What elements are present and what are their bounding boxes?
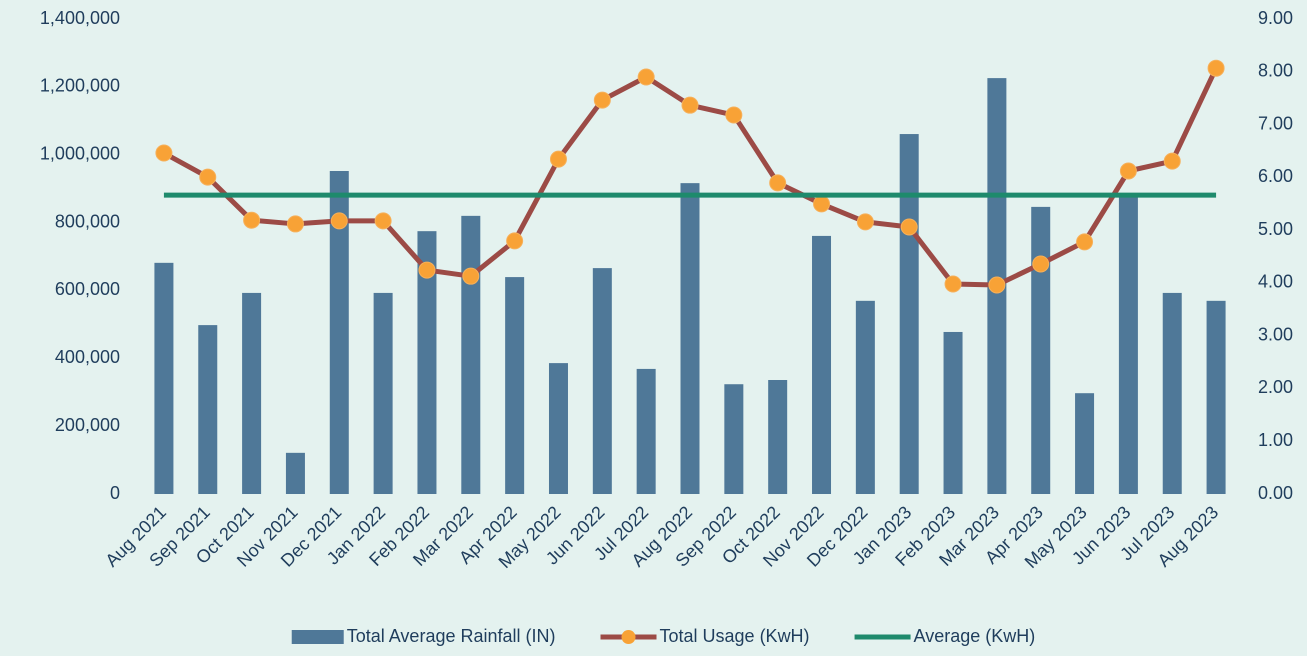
bar: [636, 368, 656, 494]
y2-tick-label: 9.00: [1258, 8, 1293, 28]
y-tick-label: 200,000: [55, 415, 120, 435]
marker: [243, 211, 261, 229]
marker: [286, 215, 304, 233]
bar: [548, 363, 568, 494]
marker: [1119, 162, 1137, 180]
bar: [154, 262, 174, 494]
bar: [329, 171, 349, 494]
y2-tick-label: 1.00: [1258, 430, 1293, 450]
marker: [1163, 152, 1181, 170]
bar: [592, 268, 612, 494]
legend-item: Average (KwH): [854, 626, 1036, 646]
bar: [505, 277, 525, 494]
bar: [198, 325, 218, 494]
bar: [724, 384, 744, 494]
bar: [285, 452, 305, 494]
y-tick-label: 1,000,000: [40, 143, 120, 163]
legend-item: Total Average Rainfall (IN): [291, 626, 556, 646]
legend-label: Total Usage (KwH): [660, 626, 810, 646]
marker: [155, 144, 173, 162]
marker: [944, 275, 962, 293]
marker: [199, 168, 217, 186]
y2-tick-label: 2.00: [1258, 377, 1293, 397]
marker: [769, 174, 787, 192]
marker: [681, 96, 699, 114]
y2-tick-label: 7.00: [1258, 113, 1293, 133]
marker: [1076, 233, 1094, 251]
bar: [242, 292, 262, 494]
y-tick-label: 0: [110, 483, 120, 503]
marker: [725, 106, 743, 124]
marker: [637, 68, 655, 86]
y2-tick-label: 8.00: [1258, 61, 1293, 81]
marker: [462, 267, 480, 285]
y2-tick-label: 0.00: [1258, 483, 1293, 503]
y-tick-label: 1,200,000: [40, 76, 120, 96]
legend: Total Average Rainfall (IN) Total Usage (…: [291, 626, 1036, 646]
legend-swatch: [291, 630, 344, 644]
marker: [593, 91, 611, 109]
bar: [1162, 292, 1182, 494]
bar: [899, 134, 919, 495]
marker: [506, 232, 524, 250]
bar: [812, 235, 832, 494]
y2-tick-label: 6.00: [1258, 166, 1293, 186]
y-tick-label: 800,000: [55, 211, 120, 231]
bar: [680, 183, 700, 494]
marker: [1207, 59, 1225, 77]
y-tick-label: 600,000: [55, 279, 120, 299]
legend-item: Total Usage (KwH): [600, 626, 810, 646]
bar: [1206, 300, 1226, 494]
bar: [417, 231, 437, 494]
bar: [1031, 206, 1051, 494]
legend-marker: [621, 630, 636, 644]
bar: [1118, 195, 1138, 495]
marker: [988, 276, 1006, 294]
y2-tick-label: 4.00: [1258, 272, 1293, 292]
y-tick-label: 1,400,000: [40, 8, 120, 28]
marker: [418, 261, 436, 279]
bar: [373, 292, 393, 494]
marker: [549, 150, 567, 168]
bar: [1075, 393, 1095, 494]
y-tick-label: 400,000: [55, 347, 120, 367]
bar: [943, 331, 963, 494]
marker: [330, 212, 348, 230]
marker: [1032, 255, 1050, 273]
marker: [856, 213, 874, 231]
marker: [374, 212, 392, 230]
marker: [813, 195, 831, 213]
bar: [461, 215, 481, 494]
y2-tick-label: 3.00: [1258, 324, 1293, 344]
legend-label: Total Average Rainfall (IN): [347, 626, 556, 646]
y2-tick-label: 5.00: [1258, 219, 1293, 239]
bar: [768, 380, 788, 494]
legend-label: Average (KwH): [914, 626, 1036, 646]
bar: [855, 300, 875, 494]
marker: [900, 218, 918, 236]
